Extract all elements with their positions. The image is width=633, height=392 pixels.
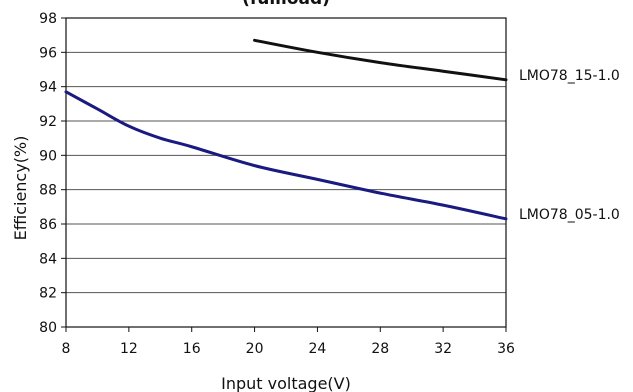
series-labels: LMO78_15-1.0 LMO78_05-1.0: [519, 68, 620, 223]
x-tick-label: 36: [497, 341, 515, 357]
x-axis-ticks: 8 12 16 20 24 28 32 36: [62, 327, 515, 357]
series-line-lmo78-15-1-0: [253, 38, 508, 82]
x-tick-label: 12: [120, 341, 138, 357]
y-tick-label: 80: [39, 320, 57, 336]
y-tick-label: 86: [39, 217, 57, 233]
y-tick-label: 82: [39, 286, 57, 302]
series-label-lmo78-05-1-0: LMO78_05-1.0: [519, 207, 620, 223]
y-axis-ticks: 80 82 84 86 88 90 92 94 96 98: [39, 11, 66, 336]
series-line-lmo78-05-1-0: [64, 90, 508, 221]
x-tick-label: 16: [183, 341, 201, 357]
x-tick-label: 24: [309, 341, 327, 357]
y-tick-label: 92: [39, 114, 57, 130]
chart-title: (fullload): [242, 0, 330, 9]
grid-lines: [66, 51, 506, 294]
x-tick-label: 32: [434, 341, 452, 357]
x-tick-label: 8: [62, 341, 71, 357]
y-tick-label: 94: [39, 80, 57, 96]
y-tick-label: 96: [39, 45, 57, 61]
series-label-lmo78-15-1-0: LMO78_15-1.0: [519, 68, 620, 84]
y-tick-label: 98: [39, 11, 57, 27]
y-tick-label: 88: [39, 183, 57, 199]
plot-area-frame: [65, 17, 507, 328]
x-tick-label: 28: [371, 341, 389, 357]
x-axis-title: Input voltage(V): [221, 374, 351, 392]
y-tick-label: 90: [39, 148, 57, 164]
series-lines: [64, 38, 508, 221]
x-tick-label: 20: [246, 341, 264, 357]
y-tick-label: 84: [39, 251, 57, 267]
y-axis-title: Efficiency(%): [11, 136, 30, 241]
